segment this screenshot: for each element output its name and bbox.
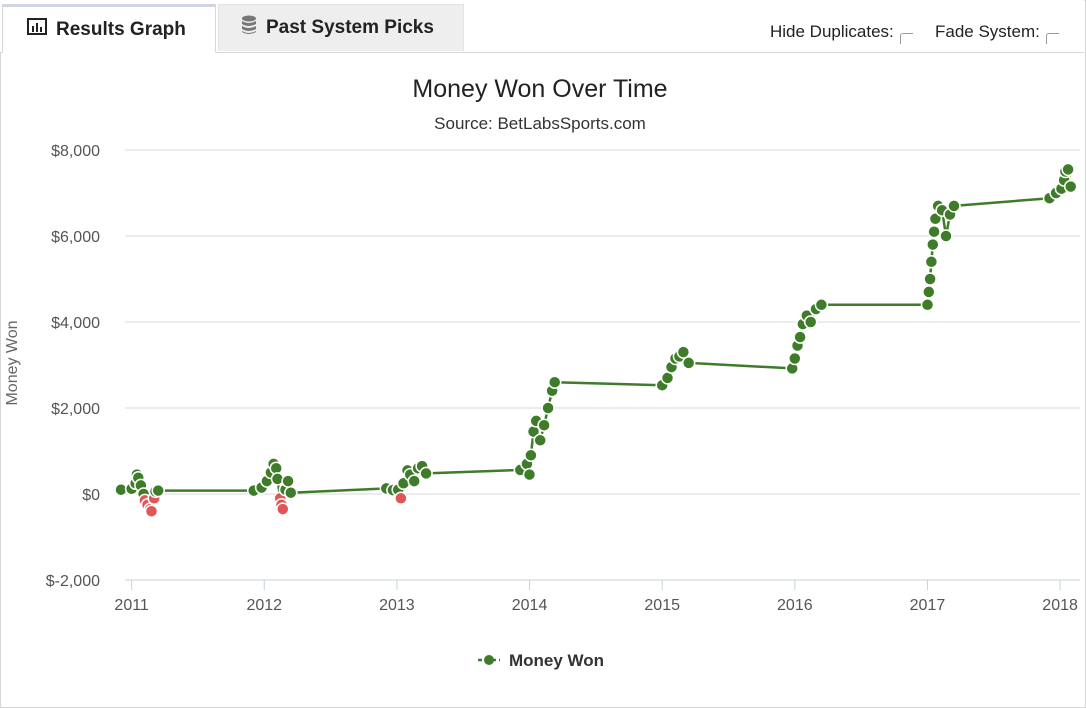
data-point [926,237,940,252]
data-point [281,474,295,488]
data-point [676,345,691,359]
x-tick-label: 2013 [379,597,415,614]
money-won-chart: Money Won Over Time Source: BetLabsSport… [4,75,1080,670]
fade-system-checkbox[interactable] [1045,33,1059,44]
data-point [419,466,433,481]
data-point [1061,162,1075,177]
y-tick-label: $8,000 [51,143,100,160]
x-tick-label: 2017 [910,597,946,614]
y-axis-label: Money Won [4,320,21,405]
x-tick-label: 2011 [114,597,149,614]
data-point [681,356,696,370]
tab-past-system-picks[interactable]: Past System Picks [218,4,464,51]
legend-marker [484,655,494,665]
data-point [920,298,935,312]
series-money-won [114,162,1078,518]
data-point [533,433,547,448]
legend-label: Money Won [509,651,604,670]
data-point [927,224,941,239]
data-point [547,375,562,389]
data-point [284,485,298,500]
y-tick-label: $-2,000 [46,573,100,590]
legend[interactable]: Money Won [478,651,604,670]
x-tick-label: 2018 [1042,597,1078,614]
data-point [144,504,159,518]
chart-title: Money Won Over Time [412,75,667,103]
x-tick-label: 2016 [777,597,813,614]
tab-bar: Results Graph Past System Picks Hide Dup… [0,0,1084,53]
x-tick-label: 2012 [246,597,282,614]
tab-past-system-picks-label: Past System Picks [266,17,434,38]
data-point [537,418,551,432]
data-point [407,474,421,488]
fade-system-label: Fade System: [935,22,1040,41]
data-point [947,199,961,213]
series-line [120,168,1072,513]
data-point [788,351,802,366]
y-tick-label: $6,000 [51,229,100,246]
hide-duplicates-checkbox[interactable] [899,33,913,44]
data-point [803,315,818,329]
data-point [151,483,165,498]
database-icon [241,15,257,41]
hide-duplicates-option: Hide Duplicates: [770,22,913,44]
chart-subtitle: Source: BetLabsSports.com [434,114,646,133]
x-tick-label: 2014 [512,597,548,614]
x-axis-ticks: 2011 2012 2013 2014 2015 2016 2017 2018 [114,580,1078,614]
tab-results-graph[interactable]: Results Graph [2,4,216,53]
data-point [923,272,937,286]
data-point [939,229,953,243]
data-point [1063,179,1078,194]
tab-results-graph-label: Results Graph [56,18,186,40]
hide-duplicates-label: Hide Duplicates: [770,22,894,41]
data-point [793,330,807,344]
data-point [541,401,555,415]
data-point [394,491,408,506]
data-point [924,255,939,269]
data-point [522,467,537,482]
x-tick-label: 2015 [644,597,680,614]
data-point [922,285,936,299]
data-point [524,448,538,463]
y-tick-label: $4,000 [51,315,100,332]
y-tick-label: $0 [82,487,100,504]
data-point [276,502,290,516]
y-tick-label: $2,000 [51,401,100,418]
data-point [814,298,829,312]
fade-system-option: Fade System: [935,22,1059,44]
bar-chart-icon [27,18,47,41]
y-axis-ticks: $-2,000 $0 $2,000 $4,000 $6,000 $8,000 [46,143,100,590]
